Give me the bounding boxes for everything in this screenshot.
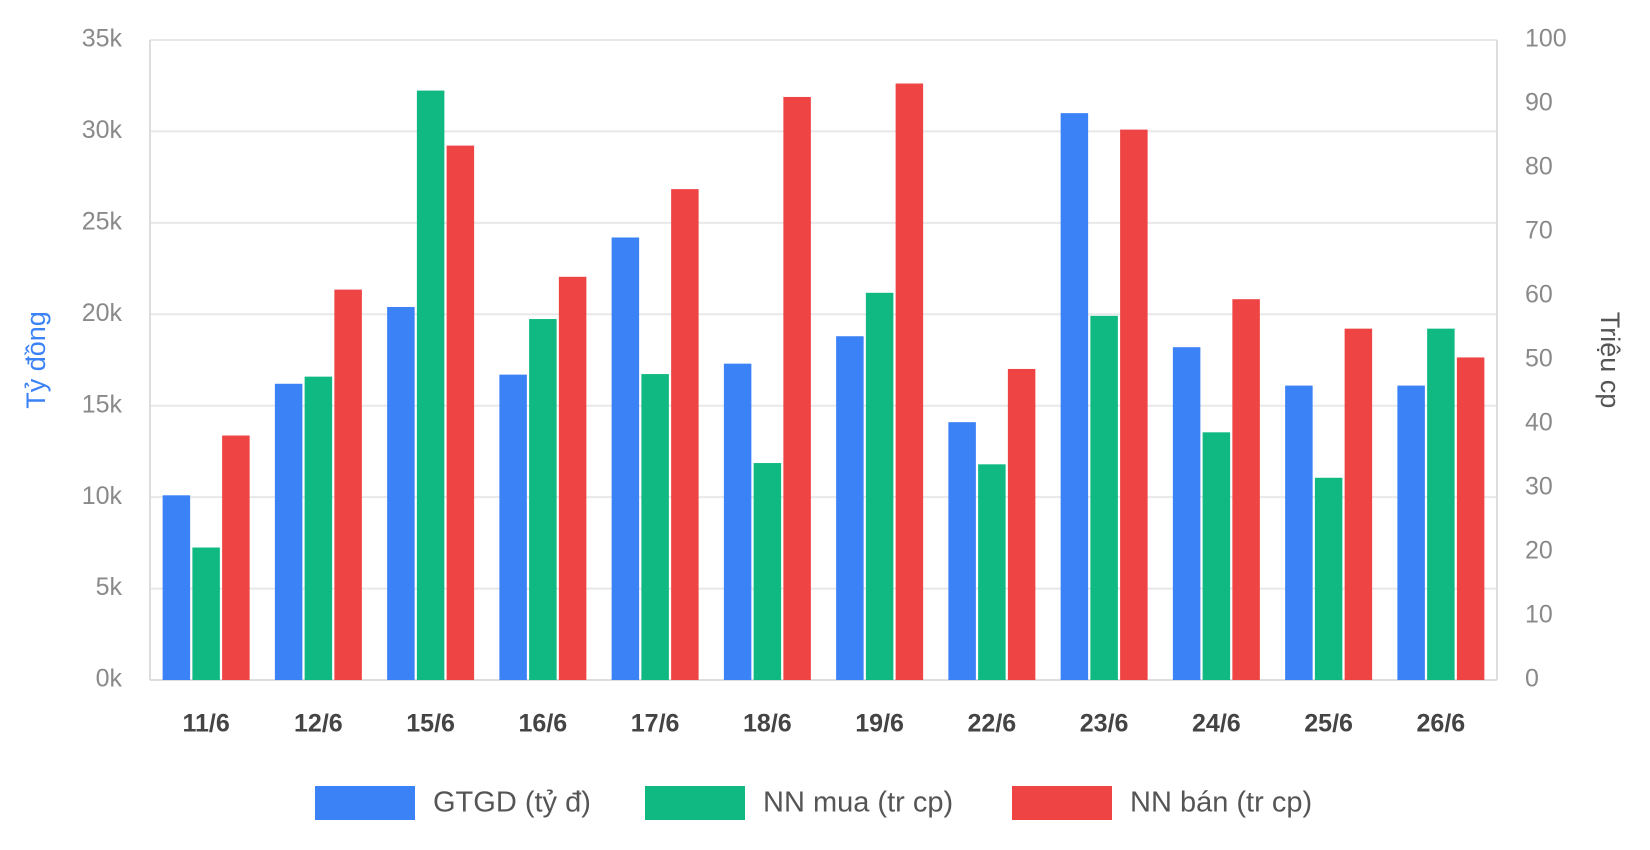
x-tick-label: 12/6 [294,710,343,738]
bar [1344,328,1373,680]
legend-swatch [645,786,745,820]
bar [1427,328,1455,680]
bar [529,319,557,680]
bar [1172,347,1201,680]
x-tick-label: 16/6 [519,710,568,738]
legend-label: NN mua (tr cp) [763,787,953,819]
legend-label: GTGD (tỷ đ) [433,787,591,819]
x-tick-label: 24/6 [1192,710,1241,738]
x-tick-label: 19/6 [855,710,904,738]
bar [446,145,475,681]
y2-tick-label: 40 [1525,409,1553,437]
x-tick-label: 18/6 [743,710,792,738]
y2-tick-label: 20 [1525,537,1553,565]
legend-label: NN bán (tr cp) [1130,787,1312,819]
bar [836,336,864,680]
x-tick-label: 25/6 [1304,710,1353,738]
bar [274,383,303,680]
y-tick-label: 0k [96,665,123,693]
y-tick-label: 20k [82,299,123,327]
bar [641,374,669,680]
bar [162,495,191,680]
bar [416,90,445,680]
y-tick-label: 5k [96,573,123,601]
x-tick-label: 23/6 [1080,710,1129,738]
y-axis-title: Tỷ đồng [21,311,51,409]
bar [304,376,333,680]
y-tick-label: 15k [82,390,123,418]
bar [1060,113,1089,680]
y2-tick-label: 70 [1525,217,1553,245]
y2-tick-label: 30 [1525,473,1553,501]
bar [1456,357,1485,680]
bar [1120,129,1148,681]
bar [1202,432,1231,680]
bar [865,292,894,680]
x-tick-label: 26/6 [1417,710,1466,738]
y2-axis-title: Triệu cp [1595,312,1625,409]
bar [1314,477,1343,680]
y2-tick-label: 10 [1525,601,1553,629]
bar [783,96,811,680]
y2-tick-label: 90 [1525,89,1553,117]
bar [387,306,415,680]
x-tick-label: 15/6 [406,710,455,738]
bar [558,276,587,680]
y2-tick-label: 50 [1525,345,1553,373]
bar [1007,368,1036,680]
bar [1397,385,1425,680]
x-tick-label: 17/6 [631,710,680,738]
y2-tick-label: 60 [1525,281,1553,309]
y2-tick-label: 0 [1525,665,1539,693]
legend-swatch [1012,786,1112,820]
bar [192,547,220,680]
y-tick-label: 35k [82,25,123,53]
y2-tick-label: 80 [1525,153,1553,181]
legend-swatch [315,786,415,820]
bar [1232,299,1260,680]
bar [895,83,924,680]
x-tick-label: 11/6 [182,710,229,738]
bar [611,237,640,680]
bar [671,189,699,680]
bar [334,289,362,680]
y-tick-label: 10k [82,482,123,510]
bar [723,363,752,680]
bar [978,464,1006,680]
y-tick-label: 30k [82,116,123,144]
y2-tick-label: 100 [1525,25,1567,53]
bar [948,422,976,680]
y-tick-label: 25k [82,207,123,235]
bar [1285,385,1313,680]
bar [499,374,527,680]
x-tick-label: 22/6 [968,710,1017,738]
bar [753,463,782,680]
bar [222,435,250,680]
bar [1090,315,1118,680]
